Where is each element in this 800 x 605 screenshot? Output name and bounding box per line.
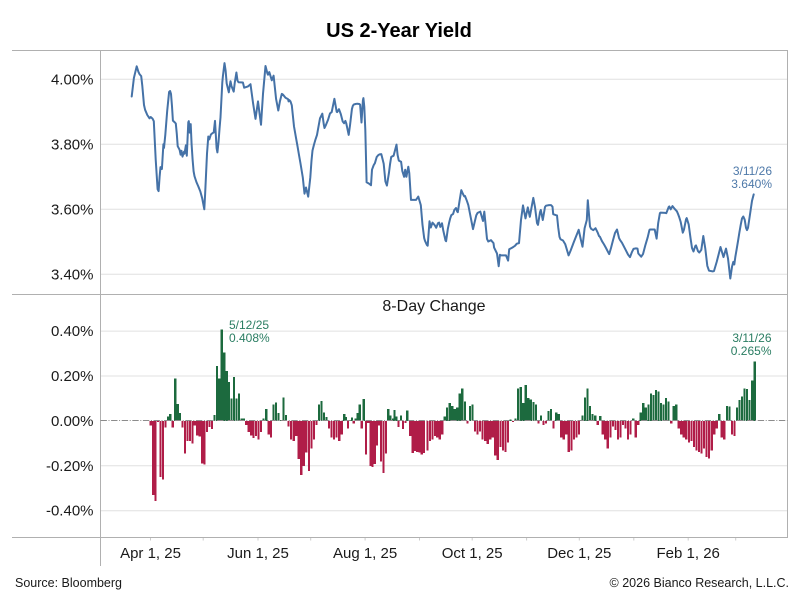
svg-text:-0.20%: -0.20%	[46, 458, 94, 475]
svg-text:4.00%: 4.00%	[51, 71, 94, 88]
svg-text:Dec 1, 25: Dec 1, 25	[547, 545, 611, 562]
svg-text:Aug 1, 25: Aug 1, 25	[333, 545, 397, 562]
svg-text:5/12/25: 5/12/25	[229, 318, 269, 332]
svg-text:0.00%: 0.00%	[51, 413, 94, 430]
svg-text:© 2026 Bianco Research, L.L.C.: © 2026 Bianco Research, L.L.C.	[610, 576, 789, 590]
svg-text:Feb 1, 26: Feb 1, 26	[657, 545, 720, 562]
svg-text:3.60%: 3.60%	[51, 201, 94, 218]
svg-text:3.40%: 3.40%	[51, 266, 94, 283]
svg-text:8-Day Change: 8-Day Change	[382, 298, 485, 315]
svg-text:0.20%: 0.20%	[51, 368, 94, 385]
svg-text:3.640%: 3.640%	[731, 177, 772, 191]
svg-text:US 2-Year Yield: US 2-Year Yield	[326, 20, 472, 42]
svg-text:Oct 1, 25: Oct 1, 25	[442, 545, 503, 562]
svg-text:Apr 1, 25: Apr 1, 25	[120, 545, 181, 562]
svg-text:3.80%: 3.80%	[51, 136, 94, 153]
svg-text:0.408%: 0.408%	[229, 331, 270, 345]
svg-text:Source: Bloomberg: Source: Bloomberg	[15, 576, 122, 590]
svg-text:0.265%: 0.265%	[731, 344, 772, 358]
svg-text:Jun 1, 25: Jun 1, 25	[227, 545, 289, 562]
svg-text:0.40%: 0.40%	[51, 323, 94, 340]
svg-text:3/11/26: 3/11/26	[732, 331, 771, 345]
svg-text:3/11/26: 3/11/26	[733, 164, 772, 178]
svg-text:-0.40%: -0.40%	[46, 503, 94, 520]
